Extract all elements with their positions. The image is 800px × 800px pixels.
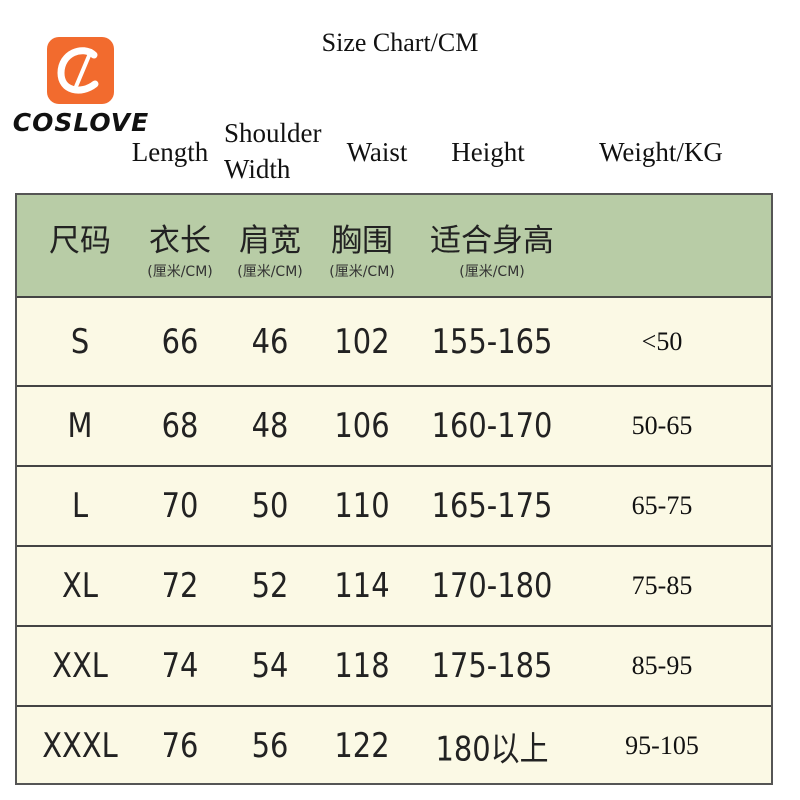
cell: 114: [334, 566, 390, 606]
cell: 68: [161, 406, 199, 446]
column-label: 胸围: [331, 223, 393, 259]
row-separator: [17, 385, 771, 387]
cell: 165-175: [431, 486, 553, 526]
en-header: Shoulder Width: [224, 118, 322, 184]
header-row: [17, 195, 771, 298]
cell: 50-65: [631, 411, 693, 440]
cell: <50: [641, 327, 683, 356]
row-separator: [17, 625, 771, 627]
en-header: Weight/KG: [599, 137, 723, 167]
cell: M: [67, 406, 93, 446]
cell: 56: [251, 725, 289, 766]
row-separator: [17, 465, 771, 467]
cell: 175-185: [431, 646, 553, 686]
cell: 74: [161, 646, 199, 686]
column-unit: (厘米/CM): [147, 264, 213, 280]
column-label: 肩宽: [239, 223, 301, 259]
cell: 85-95: [631, 651, 693, 680]
cell: 102: [334, 322, 390, 362]
cell: XL: [62, 566, 98, 606]
cell: 118: [334, 646, 390, 686]
cell: 170-180: [431, 566, 553, 606]
row-separator: [17, 705, 771, 707]
cell: 122: [334, 725, 390, 766]
cell: 48: [251, 406, 289, 446]
cell: 75-85: [631, 571, 693, 600]
cell: XXL: [52, 646, 108, 686]
cell: 66: [161, 322, 199, 362]
size-table: 尺码 衣长 (厘米/CM) 肩宽 (厘米/CM) 胸围 (厘米/CM) 适合身高 (厘米/CM)…: [15, 193, 773, 785]
cell: 110: [334, 486, 390, 526]
cell: S: [70, 322, 90, 362]
cell: 50: [251, 486, 289, 526]
brand: COSLOVE: [12, 108, 150, 137]
cell: 72: [161, 566, 199, 606]
en-header: Length: [131, 137, 209, 167]
cell: 76: [161, 725, 199, 766]
cell: 106: [334, 406, 390, 446]
logo: [47, 37, 114, 104]
cell: 155-165: [431, 322, 553, 362]
column-unit: (厘米/CM): [459, 264, 525, 280]
cell: 54: [251, 646, 289, 686]
column-label: 衣长: [149, 223, 211, 259]
cell: L: [71, 486, 89, 526]
column-unit: (厘米/CM): [237, 264, 303, 280]
cell: 46: [251, 322, 289, 362]
column-label: 尺码: [49, 223, 111, 259]
cell: 180以上: [435, 729, 549, 769]
row-separator: [17, 545, 771, 547]
cell: 65-75: [631, 491, 693, 520]
cell: 70: [161, 486, 199, 526]
en-header: Waist: [346, 137, 408, 167]
cell: 52: [251, 566, 289, 606]
column-unit: (厘米/CM): [329, 264, 395, 280]
en-header: Height: [451, 137, 525, 167]
title: Size Chart/CM: [321, 28, 479, 57]
cell: XXXL: [42, 725, 118, 766]
cell: 160-170: [431, 406, 553, 446]
cell: 95-105: [625, 730, 699, 760]
column-label: 适合身高: [430, 223, 554, 259]
